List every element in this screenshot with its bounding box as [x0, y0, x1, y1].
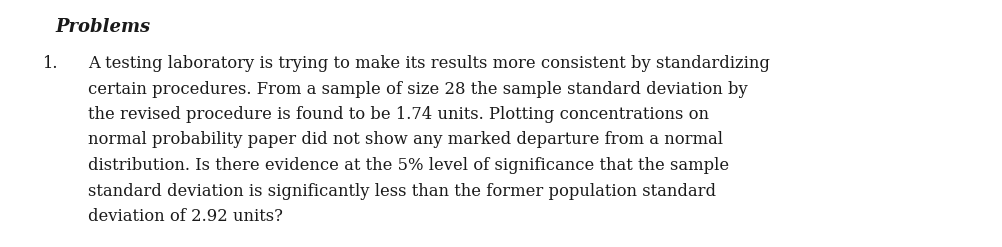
- Text: normal probability paper did not show any marked departure from a normal: normal probability paper did not show an…: [88, 131, 722, 148]
- Text: the revised procedure is found to be 1.74 units. Plotting concentrations on: the revised procedure is found to be 1.7…: [88, 106, 708, 123]
- Text: 1.: 1.: [42, 55, 57, 72]
- Text: standard deviation is significantly less than the former population standard: standard deviation is significantly less…: [88, 183, 715, 200]
- Text: distribution. Is there evidence at the 5% level of significance that the sample: distribution. Is there evidence at the 5…: [88, 157, 728, 174]
- Text: deviation of 2.92 units?: deviation of 2.92 units?: [88, 208, 283, 225]
- Text: certain procedures. From a sample of size 28 the sample standard deviation by: certain procedures. From a sample of siz…: [88, 81, 747, 98]
- Text: Problems: Problems: [55, 18, 150, 36]
- Text: A testing laboratory is trying to make its results more consistent by standardiz: A testing laboratory is trying to make i…: [88, 55, 770, 72]
